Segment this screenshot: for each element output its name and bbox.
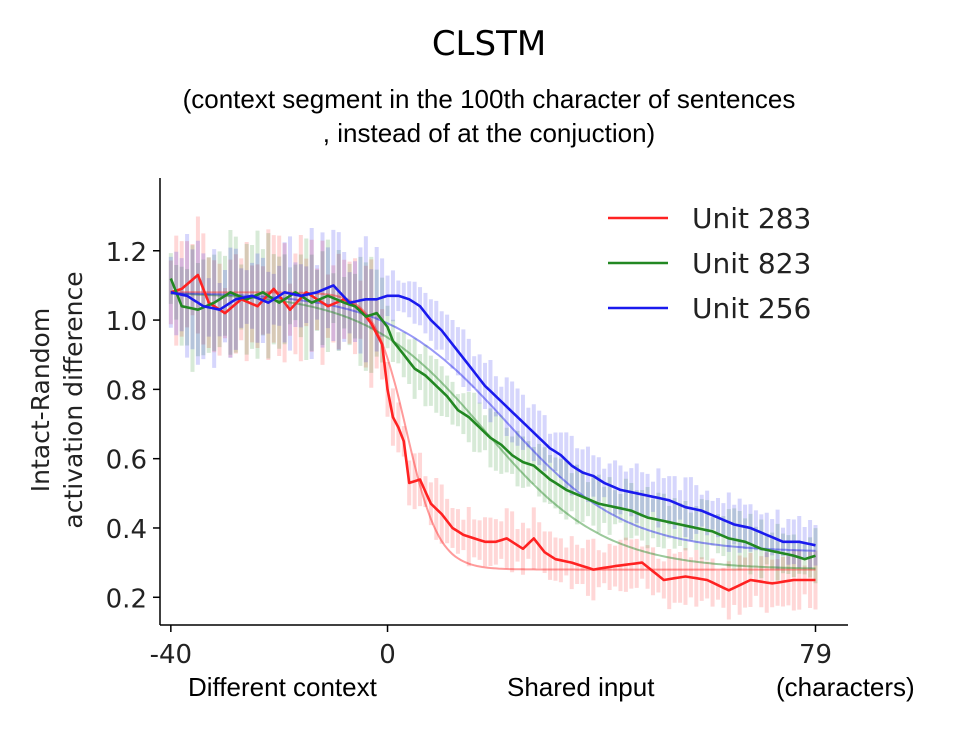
y-axis-label-line-1: Intact-Random [26, 308, 55, 492]
y-tick-label: 0.6 [106, 446, 147, 476]
chart-title: CLSTM [431, 24, 547, 64]
unit-283-fit-curve [170, 291, 816, 571]
chart-subtitle-line-1: (context segment in the 100th character … [182, 84, 796, 114]
legend-label-unit-256: Unit 256 [692, 292, 811, 325]
y-axis-label-line-2: activation difference [59, 271, 88, 528]
unit-256-line [170, 284, 816, 547]
y-tick-label: 0.2 [106, 584, 147, 614]
x-tick-label: -40 [150, 640, 192, 670]
unit-823-line [169, 278, 816, 561]
legend-label-unit-283: Unit 283 [692, 202, 811, 235]
y-tick-label: 1.0 [106, 307, 147, 337]
y-tick-label: 0.8 [106, 376, 147, 406]
x-region-label-different-context: Different context [188, 672, 377, 702]
x-tick-label: 0 [379, 640, 396, 670]
unit-283-line [170, 273, 816, 592]
x-tick-label: 79 [799, 640, 832, 670]
legend-label-unit-823: Unit 823 [692, 247, 811, 280]
y-tick-label: 1.2 [106, 238, 147, 268]
y-tick-label: 0.4 [106, 515, 147, 545]
x-unit-label: (characters) [776, 672, 915, 702]
x-region-label-shared-input: Shared input [507, 672, 655, 702]
chart-subtitle-line-2: , instead of at the conjuction) [322, 118, 656, 148]
